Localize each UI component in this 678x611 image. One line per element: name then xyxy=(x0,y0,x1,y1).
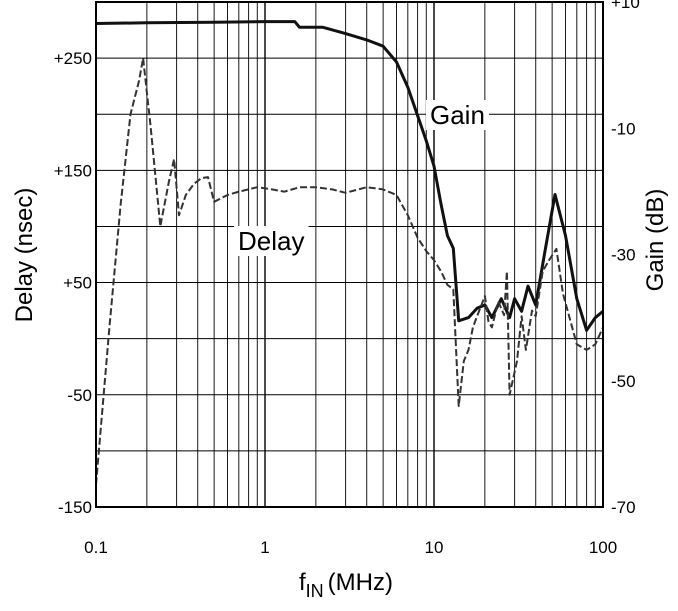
right-axis-title: Gain (dB) xyxy=(642,189,669,292)
gain-series-label: Gain xyxy=(430,100,485,130)
series-gain-line xyxy=(95,20,604,332)
tick-labels: 0.1 1 10 100 +250 +150 +50 -50 -150 +10 -10 -30 -50 -… xyxy=(54,0,640,557)
right-tick-label: -70 xyxy=(611,498,636,517)
delay-label-background xyxy=(234,226,309,256)
x-axis-title: fIN (MHz) xyxy=(299,569,393,601)
right-tick-label: -10 xyxy=(611,119,636,138)
series-delay-line xyxy=(95,57,604,485)
left-tick-label: -150 xyxy=(58,498,92,517)
delay-series-label: Delay xyxy=(238,226,304,256)
right-tick-label: +10 xyxy=(611,0,640,12)
x-axis-title-main: f xyxy=(299,569,306,596)
x-tick-label: 1 xyxy=(260,538,269,557)
x-axis-title-subscript: IN xyxy=(306,581,324,601)
gain-label-background xyxy=(426,100,489,130)
grid-lines xyxy=(96,2,603,507)
series-lines xyxy=(95,20,604,485)
x-tick-label: 100 xyxy=(589,538,617,557)
x-axis-title-unit: (MHz) xyxy=(328,569,393,596)
plot-frame xyxy=(95,1,604,508)
right-tick-label: -50 xyxy=(611,372,636,391)
left-tick-label: -50 xyxy=(67,386,92,405)
left-tick-label: +50 xyxy=(63,274,92,293)
left-tick-label: +250 xyxy=(54,49,92,68)
left-tick-label: +150 xyxy=(54,161,92,180)
x-tick-label: 0.1 xyxy=(84,538,108,557)
left-axis-title: Delay (nsec) xyxy=(11,188,38,323)
right-tick-label: -30 xyxy=(611,246,636,265)
x-tick-label: 10 xyxy=(425,538,444,557)
series-annotations: Gain Delay xyxy=(234,100,489,256)
